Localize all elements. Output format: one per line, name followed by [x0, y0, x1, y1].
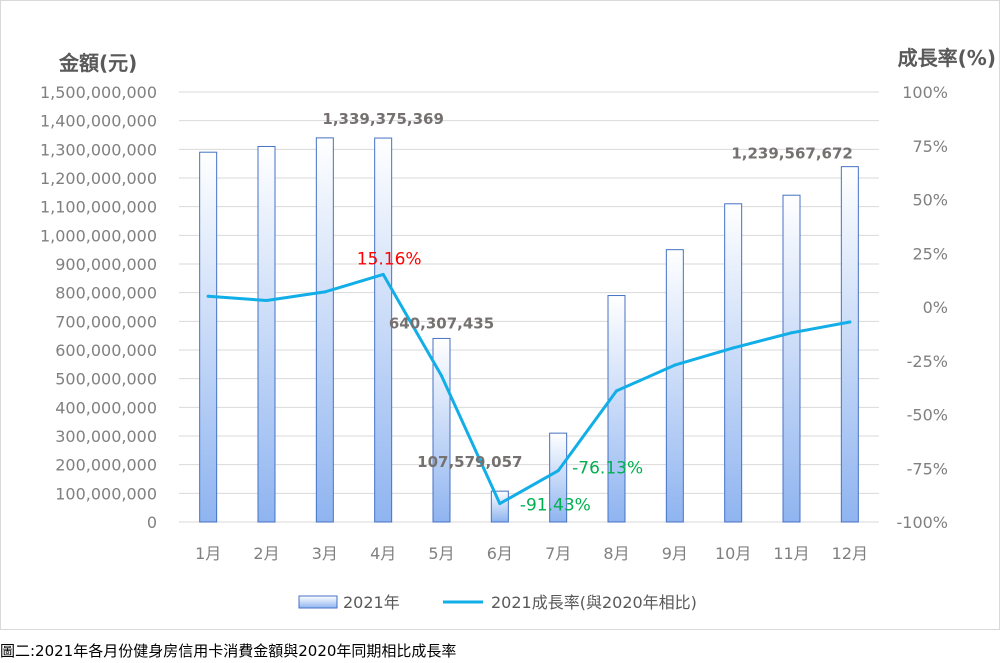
combo-chart: 0 100,000,000 200,000,000 300,000,000 400,00…	[40, 46, 996, 612]
legend-swatch-bar	[298, 595, 338, 609]
bar	[374, 137, 393, 523]
figure-caption: 圖二:2021年各月份健身房信用卡消費金額與2020年同期相比成長率	[0, 642, 457, 660]
bar	[199, 151, 218, 523]
growth-point	[381, 272, 385, 276]
y-right-tick-label: -75%	[907, 459, 948, 478]
bar	[840, 166, 859, 523]
bar	[607, 295, 626, 523]
bar-value-label: 1,339,375,369	[322, 110, 443, 128]
y-left-tick-label: 1,000,000,000	[40, 226, 157, 245]
growth-point	[498, 502, 502, 506]
x-tick-label: 11月	[773, 544, 809, 563]
x-tick-label: 1月	[195, 544, 221, 563]
y-right-tick-label: -100%	[896, 513, 948, 532]
x-tick-label: 6月	[487, 544, 513, 563]
x-tick-label: 10月	[715, 544, 751, 563]
bar	[257, 145, 276, 523]
axes: 0 100,000,000 200,000,000 300,000,000 400,00…	[40, 46, 996, 563]
legend: 2021年 2021成長率(與2020年相比)	[298, 593, 697, 612]
bar-value-label: 107,579,057	[417, 453, 522, 471]
bar-value-label: 1,239,567,672	[731, 145, 852, 163]
x-tick-label: 9月	[662, 544, 688, 563]
growth-value-label: -91.43%	[520, 496, 591, 516]
y-left-tick-label: 200,000,000	[55, 456, 157, 475]
y-left-tick-label: 700,000,000	[55, 312, 157, 331]
bar	[782, 194, 801, 523]
bar	[549, 432, 568, 523]
y-left-tick-label: 400,000,000	[55, 398, 157, 417]
y-left-axis-title: 金額(元)	[58, 51, 137, 75]
bar-value-label: 640,307,435	[389, 314, 494, 332]
y-left-tick-label: 600,000,000	[55, 341, 157, 360]
x-tick-label: 8月	[603, 544, 629, 563]
growth-point	[615, 389, 618, 393]
growth-point	[848, 320, 852, 324]
y-right-axis-title: 成長率(%)	[898, 46, 996, 70]
x-tick-label: 3月	[312, 544, 338, 563]
legend-label-bar: 2021年	[343, 593, 400, 612]
y-right-tick-label: 100%	[902, 83, 948, 102]
x-tick-label: 5月	[428, 544, 454, 563]
growth-value-label: -76.13%	[572, 459, 643, 479]
y-left-tick-label: 1,300,000,000	[40, 140, 157, 159]
x-tick-label: 12月	[832, 544, 868, 563]
growth-point	[790, 331, 793, 335]
growth-value-label: 15.16%	[357, 249, 422, 269]
y-left-tick-label: 1,200,000,000	[40, 169, 157, 188]
growth-point	[673, 363, 677, 367]
y-right-tick-label: 75%	[912, 137, 948, 156]
y-left-tick-label: 900,000,000	[55, 255, 157, 274]
y-left-tick-label: 1,100,000,000	[40, 198, 157, 217]
y-left-tick-label: 500,000,000	[55, 370, 157, 389]
y-right-tick-label: -50%	[907, 406, 948, 425]
growth-point	[440, 374, 443, 378]
gridlines	[179, 91, 879, 523]
x-tick-label: 2月	[253, 544, 279, 563]
chart-frame: 0 100,000,000 200,000,000 300,000,000 400,00…	[0, 0, 1000, 630]
y-right-tick-label: 0%	[923, 298, 948, 317]
growth-point	[323, 290, 327, 294]
data-labels: 1,339,375,369 640,307,435 107,579,057 1,239…	[322, 110, 852, 516]
y-right-tick-label: -25%	[907, 352, 948, 371]
growth-point	[731, 346, 735, 350]
y-left-tick-label: 300,000,000	[55, 427, 157, 446]
y-left-tick-label: 100,000,000	[55, 484, 157, 503]
bar	[315, 137, 334, 523]
y-left-tick-label: 1,400,000,000	[40, 112, 157, 131]
growth-point	[556, 469, 560, 473]
line-series	[206, 272, 852, 506]
y-left-tick-label: 800,000,000	[55, 284, 157, 303]
bar	[490, 490, 509, 523]
y-right-tick-label: 50%	[912, 191, 948, 210]
growth-point	[265, 299, 268, 303]
y-right-tick-label: 25%	[912, 244, 948, 263]
bar	[665, 249, 684, 523]
growth-line	[206, 272, 852, 506]
bar	[724, 203, 743, 523]
y-left-tick-label: 0	[147, 513, 157, 532]
legend-label-line: 2021成長率(與2020年相比)	[491, 593, 697, 612]
x-tick-label: 4月	[370, 544, 396, 563]
x-tick-label: 7月	[545, 544, 571, 563]
growth-point	[206, 294, 210, 298]
y-left-tick-label: 1,500,000,000	[40, 83, 157, 102]
